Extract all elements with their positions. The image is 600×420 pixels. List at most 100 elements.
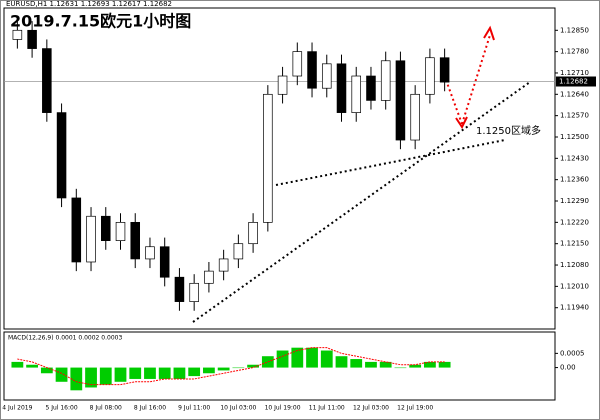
histogram-bar (394, 367, 407, 369)
histogram-bar (85, 367, 97, 388)
trend-line (275, 139, 506, 186)
candle-body (27, 29, 37, 49)
y-tick-label: 1.12010 (560, 282, 589, 290)
candle-body (42, 48, 52, 113)
y-tick-label: 1.12500 (560, 133, 589, 141)
y-tick-label: 1.12570 (560, 112, 589, 120)
candle-body (145, 246, 155, 260)
candle-body (174, 276, 185, 302)
histogram-bar (276, 350, 289, 368)
y-tick-label: 1.12290 (560, 197, 589, 205)
candle-body (307, 51, 317, 89)
histogram-bar (365, 361, 377, 368)
candle-body (218, 258, 229, 272)
histogram-bar (129, 367, 142, 379)
y-tick-label: 1.12360 (560, 176, 589, 184)
x-tick-label: 4 Jul 2019 (2, 405, 32, 412)
chart-title: 2019.7.15欧元1小时图 (10, 12, 191, 31)
histogram-bar (55, 367, 68, 382)
candle-body (366, 75, 376, 101)
candle-body (248, 221, 258, 245)
arrow-up (461, 34, 491, 125)
candle-body (233, 243, 244, 260)
candle-body (159, 246, 170, 278)
x-tick-label: 8 Jul 08:00 (90, 405, 122, 412)
histogram-bar (291, 347, 304, 368)
x-tick-label: 10 Jul 19:00 (265, 405, 301, 412)
trend-lines (192, 81, 531, 323)
histogram-bar (424, 361, 436, 368)
histogram-bar (173, 367, 186, 379)
y-tick-label: 1.12850 (560, 26, 589, 34)
header: EURUSD,H1 1.12631 1.12693 1.12617 1.1268… (6, 0, 172, 8)
histogram-bar (40, 367, 53, 374)
y-tick-label: 1.12640 (560, 90, 589, 98)
histogram-bar (203, 367, 215, 374)
candle-body (86, 215, 96, 263)
candle-body (189, 282, 199, 302)
x-tick-label: 9 Jul 11:00 (178, 405, 210, 412)
candle-body (130, 221, 141, 260)
candle-body (292, 51, 303, 77)
candle-body (71, 197, 82, 263)
arrow-head (483, 25, 495, 41)
macd-panel (3, 331, 556, 401)
y-tick-label: 1.12080 (560, 261, 589, 269)
candle-body (204, 270, 214, 284)
candle-body (395, 60, 406, 141)
histogram-bar (409, 364, 422, 368)
x-tick-label: 8 Jul 16:00 (134, 405, 166, 412)
y-tick-label: 1.12430 (560, 154, 589, 162)
histogram-bar (232, 367, 245, 369)
candle-body (410, 93, 420, 141)
candle-body (115, 221, 126, 241)
x-tick-label: 12 Jul 03:00 (353, 405, 389, 412)
y-tick-label: 0.00 (560, 364, 576, 372)
y-tick-label: 1.12220 (560, 218, 589, 226)
histogram-bar (114, 367, 127, 382)
histogram-bar (306, 347, 318, 368)
signal-line (17, 347, 445, 386)
histogram-bar (379, 361, 392, 368)
candle-body (439, 57, 450, 83)
y-tick-label: 1.11940 (560, 304, 589, 312)
y-tick-label: 0.0005 (560, 349, 585, 357)
trend-line (192, 81, 531, 323)
last-price-label: 1.12682 (559, 78, 588, 86)
histogram-bar (438, 361, 451, 368)
histogram-bar (158, 367, 171, 379)
y-tick-label: 1.12780 (560, 48, 589, 56)
x-tick-label: 10 Jul 03:00 (220, 405, 256, 412)
candle-body (351, 75, 362, 113)
histogram-bar (335, 356, 348, 368)
histogram-bar (26, 364, 38, 368)
candle-body (380, 60, 391, 101)
histogram-bar (99, 367, 112, 385)
histogram-bar (217, 367, 230, 371)
last-price-box (556, 76, 596, 87)
annotation: 1.1250区域多 (476, 124, 541, 137)
histogram-bar (144, 367, 156, 379)
candle-body (336, 63, 347, 113)
candle-body (12, 29, 23, 40)
y-tick-label: 1.12150 (560, 240, 589, 248)
candle-body (56, 112, 67, 199)
x-tick-label: 11 Jul 11:00 (309, 405, 345, 412)
candle-body (425, 57, 435, 95)
candle-body (277, 75, 288, 95)
arrows (445, 25, 495, 129)
y-tick-label: 1.12710 (560, 69, 589, 77)
candle-body (100, 215, 111, 241)
histogram-bar (70, 367, 83, 391)
macd-title: MACD(12,26,9) 0.0001 0.0002 0.0003 (8, 335, 122, 342)
candle-body (321, 63, 332, 89)
candle-body (263, 93, 273, 223)
x-tick-label: 12 Jul 19:00 (397, 405, 433, 412)
histogram-bar (247, 364, 259, 368)
histogram-bar (11, 361, 24, 368)
histogram-bar (320, 350, 333, 368)
price-panel (3, 7, 556, 330)
histogram-bar (350, 359, 363, 368)
histogram-bar (188, 367, 201, 377)
